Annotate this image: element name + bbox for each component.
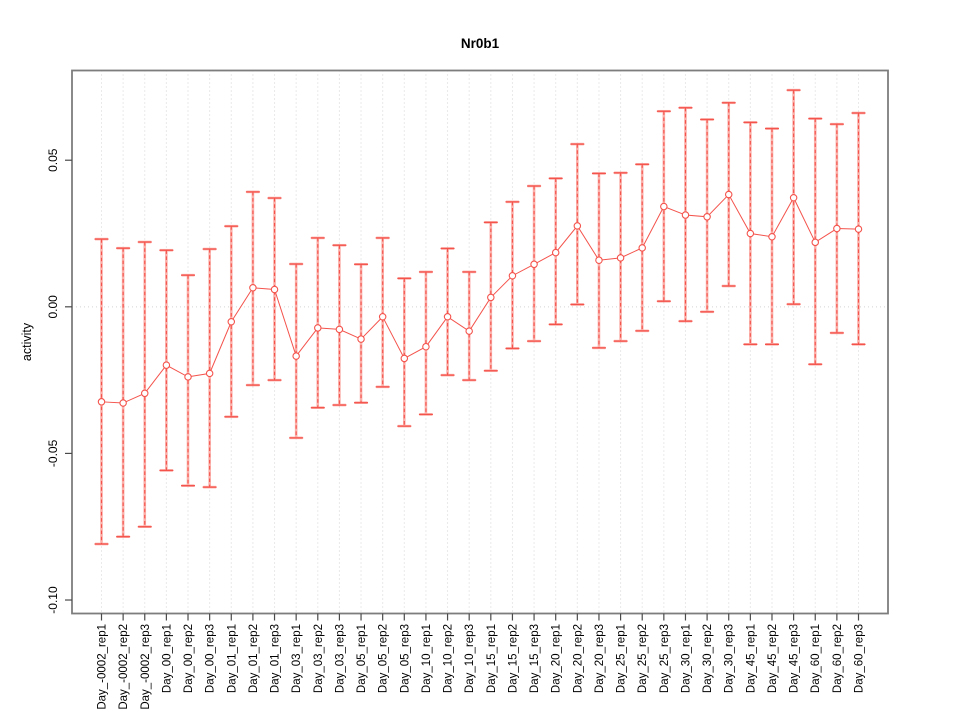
x-tick-label: Day_05_rep2 — [378, 624, 390, 693]
x-tick-label: Day_-0002_rep2 — [118, 624, 130, 710]
x-tick-label: Day_03_rep1 — [291, 624, 303, 693]
x-tick-label: Day_-0002_rep3 — [140, 624, 152, 710]
data-point-marker — [573, 222, 582, 230]
data-point-marker — [97, 398, 106, 406]
data-point-marker — [184, 373, 192, 381]
y-tick-label: -0.10 — [46, 586, 60, 614]
data-point-marker — [681, 211, 690, 219]
x-tick-label: Day_00_rep3 — [205, 624, 217, 693]
x-tick-label: Day_10_rep3 — [464, 624, 476, 693]
data-point-marker — [487, 293, 495, 302]
chart-title: Nr0b1 — [460, 36, 500, 51]
data-point-marker — [141, 389, 149, 398]
x-tick-label: Day_15_rep3 — [529, 624, 541, 693]
data-point-marker — [724, 190, 733, 199]
data-point-marker — [335, 325, 344, 334]
data-point-marker — [314, 324, 322, 332]
x-tick-label: Day_60_rep2 — [832, 624, 844, 693]
data-point-marker — [270, 285, 279, 294]
x-tick-label: Day_10_rep2 — [443, 624, 455, 693]
data-point-marker — [551, 248, 560, 257]
x-tick-label: Day_10_rep1 — [421, 624, 433, 693]
x-tick-label: Day_25_rep1 — [616, 624, 628, 693]
data-point-marker — [249, 284, 257, 292]
data-point-marker — [119, 399, 127, 407]
x-tick-label: Day_20_rep3 — [594, 624, 606, 693]
data-point-marker — [357, 335, 365, 343]
x-tick-label: Day_45_rep3 — [789, 624, 801, 693]
y-tick-label: 0.05 — [46, 148, 60, 172]
x-tick-label: Day_03_rep2 — [313, 624, 325, 693]
x-tick-label: Day_25_rep3 — [659, 624, 671, 693]
x-tick-label: Day_60_rep3 — [854, 624, 866, 693]
data-point-marker — [205, 369, 214, 378]
data-point-marker — [378, 313, 387, 321]
data-point-marker — [833, 224, 841, 233]
x-tick-label: Day_30_rep3 — [724, 624, 736, 693]
data-point-marker — [746, 229, 755, 238]
data-point-marker — [162, 361, 171, 369]
data-point-marker — [422, 342, 430, 351]
data-points — [97, 190, 863, 407]
data-point-marker — [703, 213, 711, 221]
data-point-marker — [292, 352, 300, 360]
x-tick-label: Day_00_rep2 — [183, 624, 195, 693]
data-point-marker — [508, 271, 517, 280]
error-bars — [94, 88, 866, 546]
x-tick-label: Day_20_rep2 — [572, 624, 584, 693]
x-axis: Day_-0002_rep1 Day_-0002_rep2 Day_-0002_re… — [97, 613, 866, 710]
data-point-marker — [811, 238, 819, 247]
y-axis: -0.10 -0.05 0.00 0.05 — [46, 148, 72, 614]
x-tick-label: Day_00_rep1 — [161, 624, 173, 693]
x-tick-label: Day_20_rep1 — [551, 624, 563, 693]
x-tick-label: Day_30_rep2 — [702, 624, 714, 693]
data-point-marker — [227, 318, 236, 326]
x-tick-label: Day_01_rep2 — [248, 624, 260, 693]
x-tick-label: Day_-0002_rep1 — [97, 624, 109, 710]
data-point-marker — [595, 256, 603, 264]
data-point-marker — [854, 225, 863, 233]
data-point-marker — [660, 202, 668, 211]
data-point-marker — [616, 254, 625, 262]
x-tick-label: Day_15_rep2 — [507, 624, 519, 693]
y-tick-label: -0.05 — [46, 439, 60, 467]
data-point-marker — [465, 327, 473, 335]
x-tick-label: Day_05_rep3 — [399, 624, 411, 693]
x-tick-label: Day_15_rep1 — [486, 624, 498, 693]
x-tick-label: Day_60_rep1 — [810, 624, 822, 693]
gridlines — [101, 70, 859, 614]
plot-box — [71, 69, 889, 615]
x-tick-label: Day_03_rep3 — [334, 624, 346, 693]
data-point-marker — [638, 244, 646, 252]
x-tick-label: Day_45_rep2 — [767, 624, 779, 693]
x-tick-label: Day_01_rep1 — [226, 624, 238, 693]
x-tick-label: Day_25_rep2 — [637, 624, 649, 693]
y-tick-label: 0.00 — [46, 295, 60, 319]
x-tick-label: Day_05_rep1 — [356, 624, 368, 693]
data-point-marker — [789, 193, 798, 202]
x-tick-label: Day_30_rep1 — [680, 624, 692, 693]
data-point-marker — [443, 313, 452, 321]
data-point-marker — [400, 354, 409, 363]
data-point-marker — [530, 260, 538, 269]
x-tick-label: Day_45_rep1 — [745, 624, 757, 693]
series-line — [101, 193, 859, 404]
data-point-marker — [768, 232, 776, 241]
x-tick-label: Day_01_rep3 — [270, 624, 282, 693]
